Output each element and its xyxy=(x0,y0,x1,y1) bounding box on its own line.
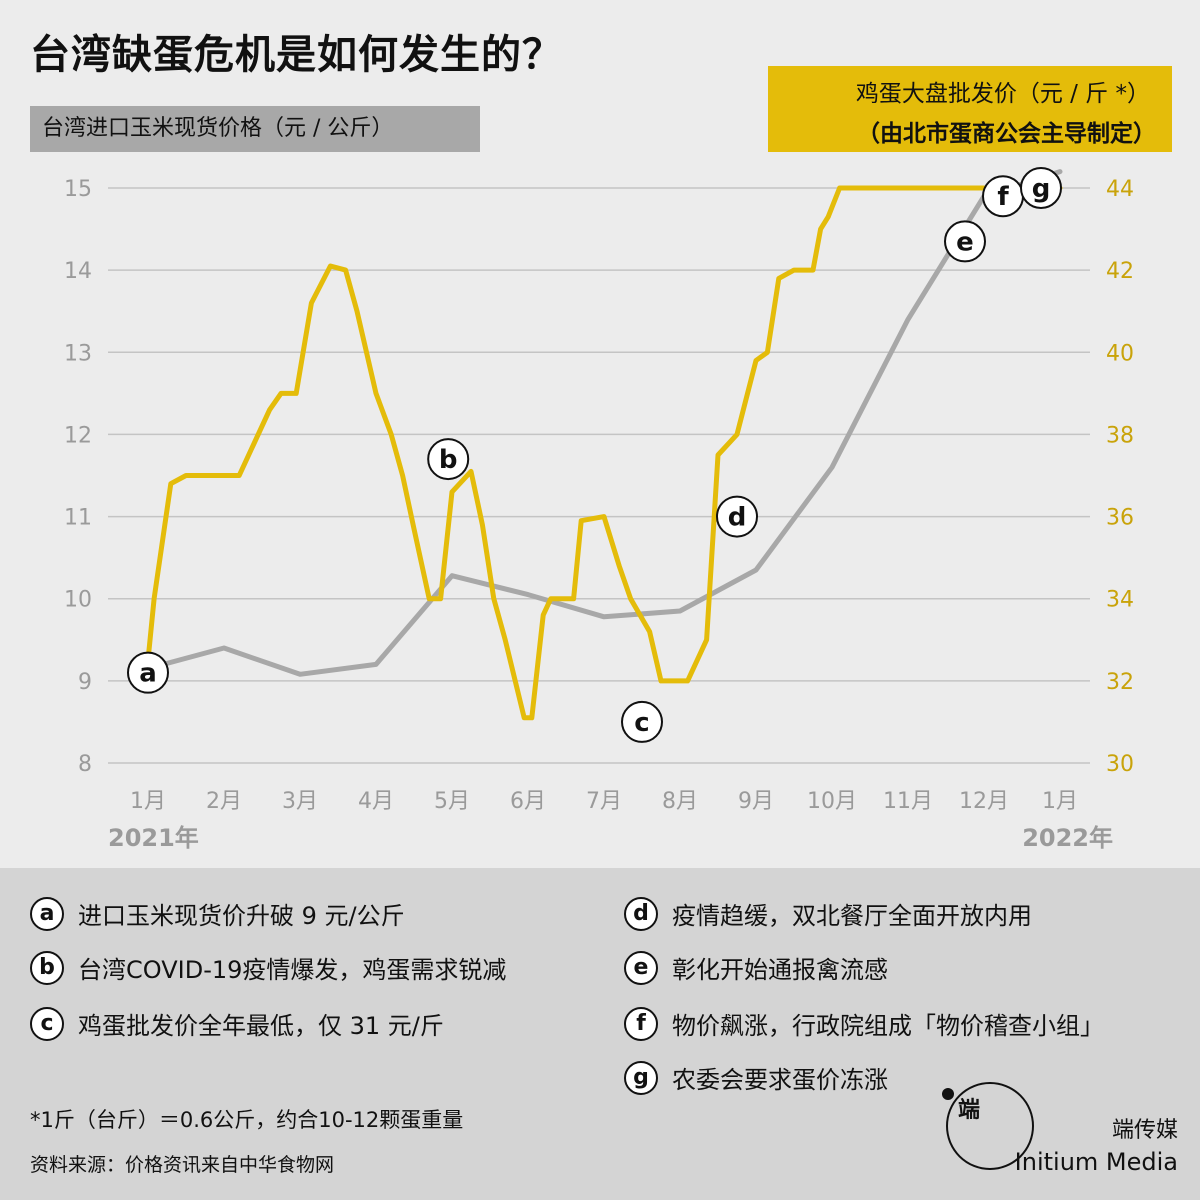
x-tick-label: 11月 xyxy=(883,789,933,814)
legend-text-f: 物价飙涨，行政院组成「物价稽查小组」 xyxy=(672,1012,1104,1040)
marker-b-icon: b xyxy=(30,950,64,985)
marker-f-icon: f xyxy=(624,1006,658,1041)
left-tick-label: 10 xyxy=(64,588,92,613)
right-axis-title-line2: （由北市蛋商公会主导制定） xyxy=(857,121,1156,147)
x-tick-label: 10月 xyxy=(807,789,857,814)
legend-item-e: e 彰化开始通报禽流感 xyxy=(624,950,888,985)
annotation-marker-e xyxy=(944,220,986,263)
x-tick-label: 6月 xyxy=(510,789,546,814)
logo-glyph: 端 xyxy=(958,1098,981,1123)
marker-g-icon: g xyxy=(624,1060,658,1095)
left-tick-label: 12 xyxy=(64,423,92,448)
legend-item-d: d 疫情趋缓，双北餐厅全面开放内用 xyxy=(624,896,1032,931)
page-title: 台湾缺蛋危机是如何发生的？ xyxy=(30,32,563,78)
annotation-label-a: a xyxy=(139,659,157,689)
legend-text-g: 农委会要求蛋价冻涨 xyxy=(672,1066,888,1094)
x-tick-label: 5月 xyxy=(434,789,470,814)
right-axis-title-line1: 鸡蛋大盘批发价（元 / 斤 *） xyxy=(855,81,1150,107)
legend-item-a: a 进口玉米现货价升破 9 元/公斤 xyxy=(30,896,405,931)
x-tick-label: 8月 xyxy=(662,789,698,814)
left-tick-label: 14 xyxy=(64,259,92,284)
annotation-marker-d xyxy=(716,495,758,538)
right-tick-label: 40 xyxy=(1106,341,1134,366)
dual-axis-line-chart: 8 9 10 11 12 13 14 15 30 32 34 36 38 40 42 44 1月 2月 3月 4月 5月… xyxy=(64,167,1134,852)
year-label-start: 2021年 xyxy=(108,824,199,852)
corn-price-line xyxy=(145,169,1063,677)
annotation-label-d: d xyxy=(728,503,747,533)
logo-dot xyxy=(942,1088,954,1100)
right-tick-label: 32 xyxy=(1106,670,1134,695)
marker-a-icon: a xyxy=(30,896,64,931)
annotation-marker-g xyxy=(1020,167,1062,209)
x-tick-label: 4月 xyxy=(358,789,394,814)
right-tick-label: 36 xyxy=(1106,506,1134,531)
x-tick-label: 12月 xyxy=(959,789,1009,814)
source-note: 资料来源：价格资讯来自中华食物网 xyxy=(30,1154,335,1176)
marker-e-icon: e xyxy=(624,950,658,985)
legend-item-f: f 物价飙涨，行政院组成「物价稽查小组」 xyxy=(624,1006,1104,1041)
annotation-label-c: c xyxy=(634,708,649,738)
legend-item-c: c 鸡蛋批发价全年最低，仅 31 元/斤 xyxy=(30,1006,444,1041)
annotation-marker-c xyxy=(621,700,663,743)
year-label-end: 2022年 xyxy=(1022,824,1113,852)
annotation-label-f: f xyxy=(997,182,1009,212)
legend-text-b: 台湾COVID-19疫情爆发，鸡蛋需求锐减 xyxy=(78,956,507,984)
initium-logo-icon: 端 xyxy=(942,1082,1034,1170)
marker-c-icon: c xyxy=(30,1006,64,1041)
left-tick-label: 9 xyxy=(78,670,92,695)
brand-name-en: Initium Media xyxy=(1014,1148,1178,1176)
annotation-marker-a xyxy=(127,651,169,694)
legend-text-e: 彰化开始通报禽流感 xyxy=(672,956,888,984)
legend-item-b: b 台湾COVID-19疫情爆发，鸡蛋需求锐减 xyxy=(30,950,506,985)
left-tick-label: 8 xyxy=(78,752,92,777)
x-tick-label: 9月 xyxy=(738,789,774,814)
egg-price-line xyxy=(145,185,1063,721)
right-tick-label: 38 xyxy=(1106,423,1134,448)
footnote: *1斤（台斤）＝0.6公斤，约合10-12颗蛋重量 xyxy=(30,1108,464,1132)
x-tick-label: 1月 xyxy=(1042,789,1078,814)
left-axis-title: 台湾进口玉米现货价格（元 / 公斤） xyxy=(30,106,480,152)
x-tick-label: 3月 xyxy=(282,789,318,814)
annotation-label-b: b xyxy=(439,445,458,475)
left-tick-label: 13 xyxy=(64,341,92,366)
x-tick-label: 7月 xyxy=(586,789,622,814)
left-tick-label: 15 xyxy=(64,177,92,202)
right-axis-title: 鸡蛋大盘批发价（元 / 斤 *） （由北市蛋商公会主导制定） xyxy=(768,66,1172,152)
left-tick-label: 11 xyxy=(64,506,92,531)
x-tick-label: 1月 xyxy=(130,789,166,814)
annotation-marker-b xyxy=(427,438,470,481)
legend-text-c: 鸡蛋批发价全年最低，仅 31 元/斤 xyxy=(78,1012,444,1040)
x-tick-label: 2月 xyxy=(206,789,242,814)
annotation-label-e: e xyxy=(956,227,974,257)
legend-text-a: 进口玉米现货价升破 9 元/公斤 xyxy=(78,902,405,930)
marker-d-icon: d xyxy=(624,896,658,931)
legend-item-g: g 农委会要求蛋价冻涨 xyxy=(624,1060,888,1095)
right-tick-label: 34 xyxy=(1106,588,1134,613)
right-tick-label: 44 xyxy=(1106,177,1134,202)
right-tick-label: 42 xyxy=(1106,259,1134,284)
brand-name-cn: 端传媒 xyxy=(1111,1118,1178,1143)
right-tick-label: 30 xyxy=(1106,752,1134,777)
annotation-label-g: g xyxy=(1032,174,1051,204)
legend-text-d: 疫情趋缓，双北餐厅全面开放内用 xyxy=(672,902,1032,930)
